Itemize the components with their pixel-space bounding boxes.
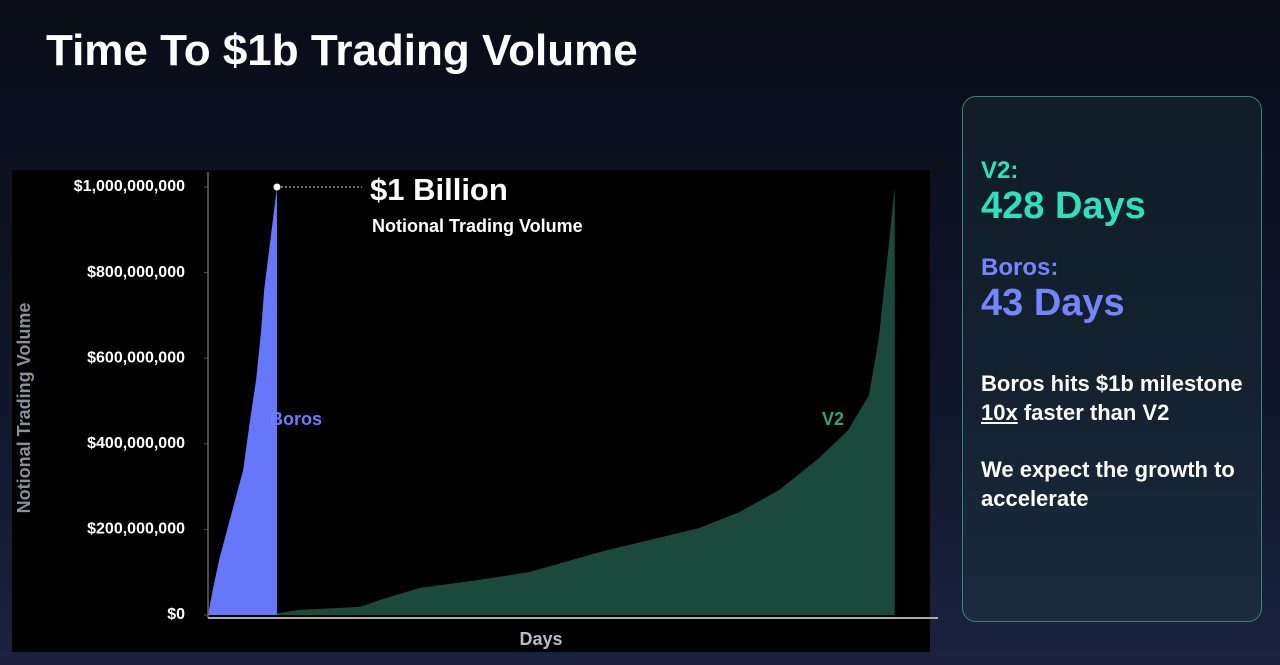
v2-label: V2: <box>981 157 1019 184</box>
outlook: We expect the growth to accelerate <box>981 457 1235 511</box>
x-axis-label: Days <box>519 629 562 649</box>
v2-days: 428 Days <box>981 185 1146 227</box>
y-tick-label: $400,000,000 <box>87 435 185 452</box>
y-tick-label: $200,000,000 <box>87 521 185 538</box>
y-axis-label: Notional Trading Volume <box>14 303 34 514</box>
y-tick-label: $600,000,000 <box>87 349 185 366</box>
note-text: Boros hits $1b milestone <box>981 371 1243 396</box>
boros-days: 43 Days <box>981 282 1125 324</box>
chart: Notional Trading Volume Days $1 Billion … <box>12 170 938 652</box>
note-emphasis: 10x <box>981 400 1018 425</box>
area <box>208 187 895 615</box>
note-text: faster than V2 <box>1017 400 1170 425</box>
milestone-dot <box>273 183 281 191</box>
note: Boros hits $1b milestone 10x faster than… <box>981 369 1251 427</box>
y-tick-label: $800,000,000 <box>87 264 185 281</box>
boros-label: Boros: <box>981 254 1059 281</box>
area <box>208 187 277 615</box>
annotation-subtitle: Notional Trading Volume <box>372 216 583 236</box>
slide-title: Time To $1b Trading Volume <box>46 26 638 75</box>
y-tick-label: $0 <box>167 606 185 623</box>
series-label: Boros <box>270 409 322 429</box>
summary-card: V2: 428 Days Boros: 43 Days Boros hits $… <box>962 96 1262 622</box>
annotation-title: $1 Billion <box>370 172 508 207</box>
series-label: V2 <box>822 409 844 429</box>
y-tick-label: $1,000,000,000 <box>74 178 185 195</box>
